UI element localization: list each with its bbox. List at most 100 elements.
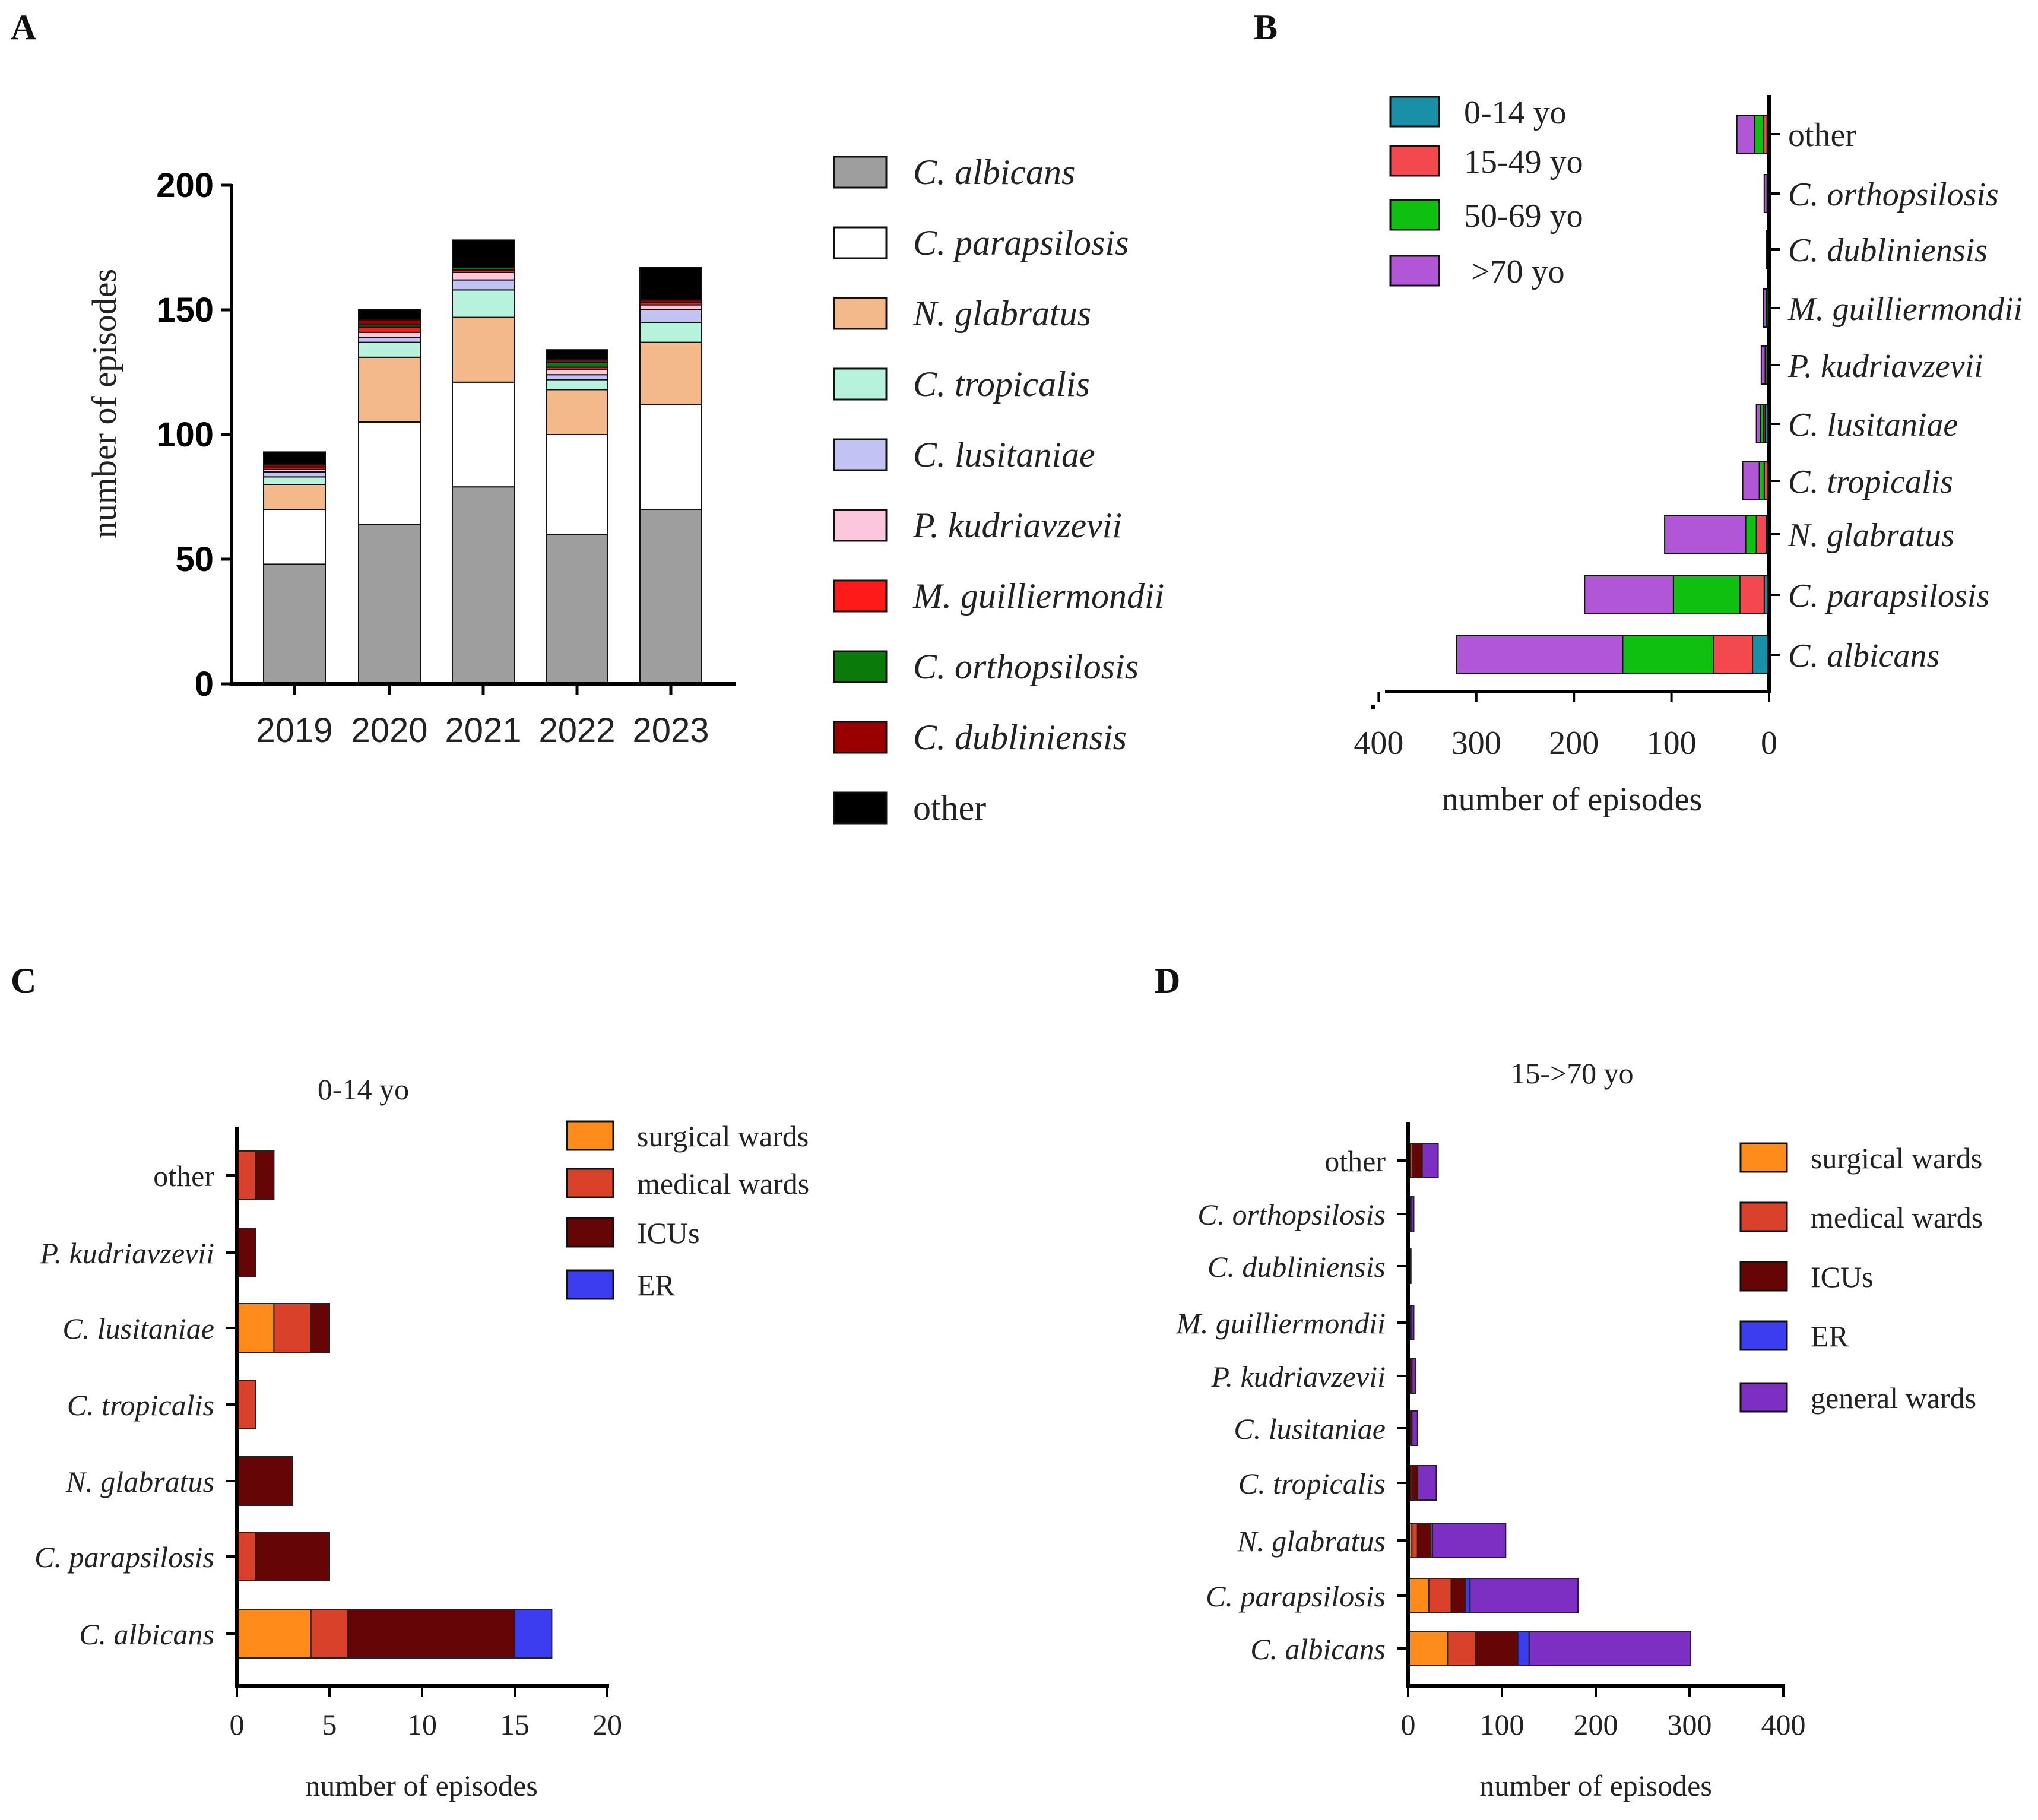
- bar-2023-other: [639, 267, 702, 301]
- bar-2023-c-parapsilosis: [639, 404, 702, 510]
- y-tick-label-c-lusitaniae: C. lusitaniae: [1234, 1412, 1386, 1445]
- x-tick-label-400: 400: [1761, 1708, 1806, 1741]
- bar-c-albicans-medical-wards: [310, 1609, 349, 1659]
- y-tick-label-200: 200: [156, 166, 214, 205]
- bar-2021-c-parapsilosis: [452, 381, 515, 488]
- bar-c-albicans-15-49-yo: [1713, 635, 1754, 674]
- legend-swatch-c-tropicalis: [833, 367, 888, 401]
- legend-label-icus: ICUs: [637, 1216, 700, 1250]
- bar-other-icus: [255, 1150, 275, 1200]
- bar-2020-m-guilliermondii: [358, 326, 421, 333]
- legend-swatch-icus: [1739, 1261, 1788, 1292]
- bar-c-tropicalis-icus: [1411, 1465, 1418, 1501]
- legend-swatch-surgical-wards: [566, 1120, 614, 1151]
- bar-c-tropicalis-50-69-yo: [1758, 461, 1765, 500]
- chart-b-species-by-age: other C. orthopsilosis C. dubliniensis M. g…: [1354, 94, 2023, 818]
- x-tick-label-10: 10: [407, 1708, 437, 1741]
- bar-2020-other: [358, 309, 421, 321]
- bar-2022-c-tropicalis: [546, 379, 608, 391]
- legend-swatch-15-49-yo: [1389, 145, 1440, 177]
- bar-2019-n-glabratus: [263, 484, 326, 510]
- bar-c-albicans-er: [1517, 1631, 1530, 1666]
- chart-title: 15->70 yo: [1510, 1057, 1633, 1090]
- bar-p-kudriavzevii-general-wards: [1411, 1358, 1416, 1394]
- panel-letter-d: D: [1155, 961, 1180, 1000]
- legend-swatch-er: [1739, 1320, 1788, 1351]
- x-tick-label-300: 300: [1668, 1708, 1712, 1741]
- legend-swatch-surgical-wards: [1739, 1142, 1788, 1173]
- bar-2022-c-albicans: [546, 534, 608, 684]
- y-tick-label-c-lusitaniae: C. lusitaniae: [1788, 407, 1958, 443]
- legend-swatch-n-glabratus: [833, 297, 888, 330]
- y-tick-label-m-guilliermondii: M. guilliermondii: [1787, 291, 2023, 328]
- legend-label-medical-wards: medical wards: [637, 1167, 809, 1200]
- bar-2021-n-glabratus: [452, 316, 515, 383]
- bar-2021-p-kudriavzevii: [452, 272, 515, 281]
- bar-other-medical-wards: [236, 1150, 256, 1200]
- x-tick-label-2021: 2021: [445, 711, 521, 750]
- y-tick-label-c-tropicalis: C. tropicalis: [1788, 464, 1953, 500]
- bar-other-50-69-yo: [1754, 115, 1764, 154]
- legend-label-surgical-wards: surgical wards: [1811, 1142, 1982, 1175]
- legend-swatch-c-albicans: [833, 156, 888, 189]
- bar-2023-c-tropicalis: [639, 322, 702, 343]
- y-tick-label-other: other: [153, 1159, 214, 1193]
- bar-c-parapsilosis-50-69-yo: [1672, 575, 1741, 614]
- bar-n-glabratus-15-49-yo: [1755, 515, 1767, 554]
- bar-c-parapsilosis-icus: [255, 1532, 331, 1581]
- bar-c-albicans-0-14-yo: [1752, 635, 1770, 674]
- y-tick-label-c-dubliniensis: C. dubliniensis: [1788, 232, 1988, 269]
- x-tick-label-0: 0: [1761, 725, 1777, 762]
- bar-c-tropicalis-70-yo: [1742, 461, 1760, 500]
- bar-2022-other: [546, 349, 608, 361]
- bar-c-parapsilosis-er: [1465, 1578, 1471, 1613]
- legend-swatch-c-lusitaniae: [833, 438, 888, 471]
- bar-c-parapsilosis-medical-wards: [1428, 1578, 1452, 1613]
- y-tick-label-c-tropicalis: C. tropicalis: [1238, 1467, 1386, 1500]
- bar-c-lusitaniae-general-wards: [1411, 1410, 1418, 1446]
- bar-c-tropicalis-general-wards: [1416, 1465, 1437, 1501]
- bar-2020-p-kudriavzevii: [358, 331, 421, 338]
- chart-d-adult-wards: other C. orthopsilosis C. dubliniensis M. g…: [1175, 1057, 1983, 1802]
- y-tick-label-c-orthopsilosis: C. orthopsilosis: [1788, 176, 1999, 213]
- x-tick-label-20: 20: [592, 1708, 622, 1741]
- y-tick-label-150: 150: [156, 291, 214, 329]
- y-tick-label-c-albicans: C. albicans: [79, 1618, 214, 1651]
- bar-c-dubliniensis-general-wards: [1409, 1248, 1412, 1284]
- legend-swatch-other: [833, 791, 888, 825]
- y-tick-label-other: other: [1324, 1144, 1386, 1178]
- y-tick-label-p-kudriavzevii: P. kudriavzevii: [1211, 1360, 1386, 1393]
- bar-2023-n-glabratus: [639, 341, 702, 405]
- legend-swatch-er: [566, 1269, 614, 1300]
- bar-c-lusitaniae-medical-wards: [273, 1303, 312, 1353]
- chart-title: 0-14 yo: [318, 1073, 409, 1106]
- chart-c-pediatric-wards: other P. kudriavzevii C. lusitaniae C. trop…: [34, 1073, 809, 1802]
- legend-label-c-orthopsilosis: C. orthopsilosis: [913, 647, 1139, 686]
- legend-swatch-icus: [566, 1217, 614, 1248]
- bar-n-glabratus-icus: [236, 1456, 293, 1506]
- bar-2019-c-lusitaniae: [263, 471, 326, 478]
- bar-other-general-wards: [1421, 1143, 1439, 1178]
- legend-swatch-c-orthopsilosis: [833, 650, 888, 683]
- x-tick-label-400: 400: [1354, 725, 1403, 762]
- panel-letter-b: B: [1254, 8, 1278, 47]
- legend-swatch-70-yo: [1389, 255, 1440, 287]
- x-tick-label-100: 100: [1647, 725, 1697, 762]
- bar-2019-c-parapsilosis: [263, 509, 326, 565]
- bar-c-albicans-er: [514, 1609, 553, 1659]
- legend-label-er: ER: [637, 1269, 676, 1302]
- bar-2021-c-tropicalis: [452, 289, 515, 318]
- bar-c-lusitaniae-70-yo: [1755, 404, 1761, 443]
- bar-2023-c-albicans: [639, 509, 702, 684]
- bar-2020-c-dubliniensis: [358, 319, 421, 326]
- y-tick-label-p-kudriavzevii: P. kudriavzevii: [1787, 348, 1983, 385]
- y-tick-label-other: other: [1788, 117, 1856, 154]
- legend-label-c-lusitaniae: C. lusitaniae: [913, 435, 1095, 474]
- legend-label-er: ER: [1811, 1320, 1849, 1353]
- y-tick-label-c-tropicalis: C. tropicalis: [67, 1388, 214, 1422]
- legend-label-0-14-yo: 0-14 yo: [1464, 94, 1567, 131]
- bar-c-parapsilosis-medical-wards: [236, 1532, 256, 1581]
- bar-c-parapsilosis-general-wards: [1469, 1578, 1579, 1613]
- y-tick-label-m-guilliermondii: M. guilliermondii: [1175, 1307, 1386, 1340]
- bar-c-lusitaniae-surgical-wards: [236, 1303, 275, 1353]
